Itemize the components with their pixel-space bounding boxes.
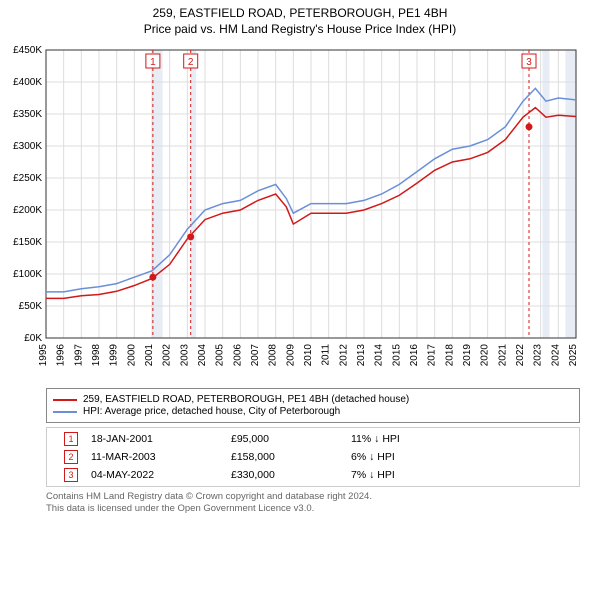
x-tick-label: 2001 — [144, 344, 155, 367]
x-tick-label: 2025 — [568, 344, 579, 367]
y-tick-label: £400K — [13, 77, 42, 88]
legend-item: 259, EASTFIELD ROAD, PETERBOROUGH, PE1 4… — [53, 394, 573, 405]
x-tick-label: 2008 — [268, 344, 279, 367]
shaded-band — [565, 50, 576, 338]
x-tick-label: 2005 — [215, 344, 226, 367]
sale-price: £330,000 — [231, 469, 351, 481]
x-tick-label: 1999 — [109, 344, 120, 367]
legend-item: HPI: Average price, detached house, City… — [53, 406, 573, 417]
x-tick-label: 2014 — [374, 344, 385, 367]
x-tick-label: 2009 — [285, 344, 296, 367]
sale-hpi-delta: 6% ↓ HPI — [351, 451, 471, 463]
chart-svg: £0K £50K £100K £150K £200K £250K £300K £350K £40… — [0, 42, 590, 382]
table-row: 2 11-MAR-2003£158,0006% ↓ HPI — [51, 448, 575, 466]
x-tick-label: 2012 — [338, 344, 349, 367]
x-tick-label: 2019 — [462, 344, 473, 367]
sale-hpi-delta: 11% ↓ HPI — [351, 433, 471, 445]
x-tick-label: 2024 — [550, 344, 561, 367]
sale-marker-number: 2 — [188, 57, 194, 68]
x-tick-label: 2000 — [126, 344, 137, 367]
sale-marker-box-small: 3 — [64, 468, 78, 482]
sale-marker-dot — [149, 274, 156, 281]
sale-date: 04-MAY-2022 — [91, 469, 231, 481]
chart-title-desc: Price paid vs. HM Land Registry's House … — [0, 22, 600, 36]
sale-price: £158,000 — [231, 451, 351, 463]
x-tick-label: 2016 — [409, 344, 420, 367]
footer-line2: This data is licensed under the Open Gov… — [46, 503, 580, 515]
chart-title-address: 259, EASTFIELD ROAD, PETERBOROUGH, PE1 4… — [0, 6, 600, 20]
x-tick-label: 2015 — [391, 344, 402, 367]
sale-marker-box-small: 1 — [64, 432, 78, 446]
y-tick-label: £450K — [13, 45, 42, 56]
x-tick-label: 2013 — [356, 344, 367, 367]
y-tick-label: £0K — [24, 333, 42, 344]
x-tick-label: 2002 — [162, 344, 173, 367]
legend-label: 259, EASTFIELD ROAD, PETERBOROUGH, PE1 4… — [83, 394, 409, 405]
footer-line1: Contains HM Land Registry data © Crown c… — [46, 491, 580, 503]
x-tick-label: 2006 — [232, 344, 243, 367]
legend-swatch — [53, 399, 77, 401]
sale-date: 18-JAN-2001 — [91, 433, 231, 445]
shaded-band — [152, 50, 163, 338]
legend-label: HPI: Average price, detached house, City… — [83, 406, 340, 417]
footer: Contains HM Land Registry data © Crown c… — [46, 491, 580, 515]
sale-marker-dot — [187, 233, 194, 240]
sales-table: 1 18-JAN-2001£95,00011% ↓ HPI 2 11-MAR-2003… — [46, 427, 580, 487]
sale-marker-number: 3 — [526, 57, 532, 68]
x-tick-label: 2020 — [480, 344, 491, 367]
x-tick-label: 1997 — [73, 344, 84, 367]
price-chart: £0K £50K £100K £150K £200K £250K £300K £350K £40… — [0, 42, 590, 382]
x-tick-label: 2003 — [179, 344, 190, 367]
x-tick-label: 2010 — [303, 344, 314, 367]
y-tick-label: £150K — [13, 237, 42, 248]
x-tick-label: 1995 — [38, 344, 49, 367]
x-tick-label: 1998 — [91, 344, 102, 367]
legend: 259, EASTFIELD ROAD, PETERBOROUGH, PE1 4… — [46, 388, 580, 423]
x-tick-label: 2017 — [427, 344, 438, 367]
table-row: 3 04-MAY-2022£330,0007% ↓ HPI — [51, 466, 575, 484]
x-tick-label: 2011 — [321, 344, 332, 366]
y-tick-label: £50K — [19, 301, 43, 312]
legend-swatch — [53, 411, 77, 413]
x-tick-label: 2022 — [515, 344, 526, 367]
sale-date: 11-MAR-2003 — [91, 451, 231, 463]
x-tick-label: 2018 — [444, 344, 455, 367]
x-tick-label: 2004 — [197, 344, 208, 367]
sale-marker-number: 1 — [150, 57, 156, 68]
sale-hpi-delta: 7% ↓ HPI — [351, 469, 471, 481]
x-tick-label: 2007 — [250, 344, 261, 367]
shaded-band — [542, 50, 549, 338]
y-tick-label: £250K — [13, 173, 42, 184]
sale-price: £95,000 — [231, 433, 351, 445]
x-tick-label: 1996 — [56, 344, 67, 367]
shaded-band — [191, 50, 196, 338]
y-tick-label: £100K — [13, 269, 42, 280]
sale-marker-box-small: 2 — [64, 450, 78, 464]
sale-marker-dot — [526, 123, 533, 130]
x-tick-label: 2021 — [497, 344, 508, 367]
y-tick-label: £200K — [13, 205, 42, 216]
y-tick-label: £300K — [13, 141, 42, 152]
table-row: 1 18-JAN-2001£95,00011% ↓ HPI — [51, 430, 575, 448]
y-tick-label: £350K — [13, 109, 42, 120]
x-tick-label: 2023 — [533, 344, 544, 367]
